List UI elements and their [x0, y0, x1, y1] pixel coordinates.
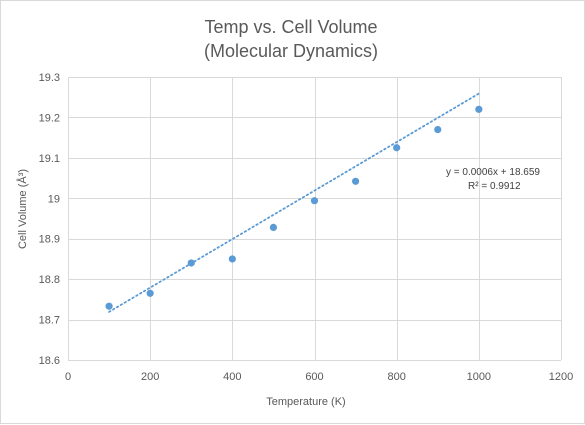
trendline-equation: y = 0.0006x + 18.659 [446, 167, 540, 178]
data-points [105, 105, 483, 310]
chart-title-line-1: Temp vs. Cell Volume [204, 17, 377, 37]
y-axis-title: Cell Volume (Å³) [16, 169, 29, 249]
y-tick-label: 18.7 [39, 315, 60, 327]
linear-trendline [108, 92, 480, 313]
y-tick-label: 18.8 [39, 274, 60, 286]
data-point [475, 105, 483, 113]
x-tick-label: 200 [141, 371, 159, 383]
x-tick-label: 1200 [549, 371, 573, 383]
chart-title-line-2: (Molecular Dynamics) [204, 41, 378, 61]
x-tick-label: 600 [305, 371, 323, 383]
x-tick-label: 800 [387, 371, 405, 383]
y-tick-label: 19 [48, 193, 60, 205]
y-tick-label: 19.3 [39, 72, 60, 84]
x-axis-tick-labels: 0 200 400 600 800 1000 1200 [65, 371, 573, 383]
x-axis-title: Temperature (K) [266, 396, 345, 408]
y-tick-label: 18.6 [39, 355, 60, 367]
x-tick-label: 1000 [467, 371, 491, 383]
x-tick-label: 400 [223, 371, 241, 383]
y-tick-label: 19.2 [39, 112, 60, 124]
y-tick-label: 19.1 [39, 153, 60, 165]
trendline-group [108, 92, 480, 313]
data-point [310, 197, 319, 205]
data-point [146, 289, 154, 297]
y-tick-label: 18.9 [39, 234, 60, 246]
data-point [269, 223, 278, 231]
y-axis-tick-labels: 18.6 18.7 18.8 18.9 19 19.1 19.2 19.3 [39, 72, 60, 367]
gridlines [68, 77, 562, 361]
data-point [393, 144, 401, 152]
x-tick-label: 0 [65, 371, 71, 383]
data-point [434, 125, 442, 134]
chart-title: Temp vs. Cell Volume (Molecular Dynamics… [204, 17, 378, 61]
data-point [187, 259, 195, 267]
data-point [228, 255, 236, 263]
data-point [351, 177, 360, 185]
data-point [105, 302, 113, 310]
trendline-r-squared: R² = 0.9912 [468, 181, 521, 192]
